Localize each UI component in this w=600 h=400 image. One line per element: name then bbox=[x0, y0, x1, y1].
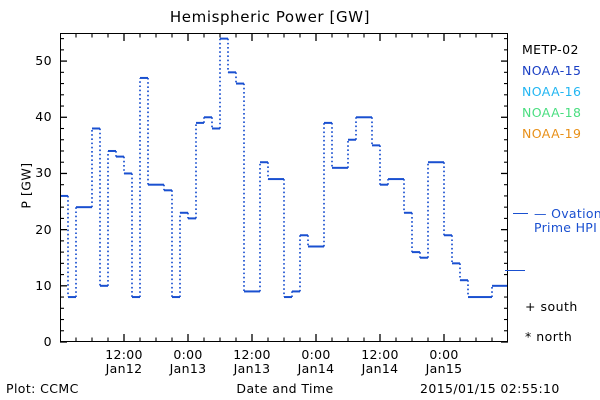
ovation-legend-line2: Prime HPI bbox=[534, 220, 598, 235]
legend-south-symbol: + south bbox=[525, 299, 578, 314]
xtick-date: Jan13 bbox=[169, 360, 207, 376]
xtick-date: Jan15 bbox=[425, 360, 463, 376]
xtick-date: Jan13 bbox=[233, 360, 271, 376]
x-axis-tick-label: 0:00 Jan13 bbox=[148, 348, 228, 375]
ovation-legend-dash-icon bbox=[513, 213, 528, 214]
y-axis-tick-label: 30 bbox=[35, 165, 52, 181]
y-axis-tick-label: 0 bbox=[43, 334, 52, 349]
legend-item-noaa-18: NOAA-18 bbox=[522, 105, 582, 120]
legend-north-symbol: * north bbox=[525, 329, 573, 344]
page-title: Hemispheric Power [GW] bbox=[169, 8, 371, 26]
y-axis-tick-label: 10 bbox=[35, 277, 52, 293]
xtick-time: 0:00 bbox=[429, 347, 459, 362]
legend-item-metp-02: METP-02 bbox=[522, 42, 579, 57]
plot-credit: Plot: CCMC bbox=[6, 381, 79, 396]
xtick-time: 12:00 bbox=[233, 347, 271, 362]
legend-item-noaa-19: NOAA-19 bbox=[522, 126, 582, 141]
xtick-time: 0:00 bbox=[301, 347, 331, 362]
x-axis-tick-label: 0:00 Jan15 bbox=[404, 348, 484, 375]
x-axis-tick-label: 12:00 Jan12 bbox=[84, 348, 164, 375]
x-axis-tick-label: 0:00 Jan14 bbox=[276, 348, 356, 375]
xtick-time: 12:00 bbox=[105, 347, 143, 362]
xtick-date: Jan14 bbox=[361, 360, 399, 376]
legend-item-noaa-15: NOAA-15 bbox=[522, 63, 582, 78]
plot-timestamp: 2015/01/15 02:55:10 bbox=[420, 381, 560, 396]
xtick-date: Jan12 bbox=[105, 360, 143, 376]
y-axis-tick-label: 50 bbox=[35, 53, 52, 69]
x-axis-tick-label: 12:00 Jan14 bbox=[340, 348, 420, 375]
y-axis-tick-label: 20 bbox=[35, 221, 52, 237]
y-axis-tick-label: 40 bbox=[35, 109, 52, 125]
x-axis-tick-label: 12:00 Jan13 bbox=[212, 348, 292, 375]
ovation-legend-line1: — Ovation bbox=[534, 206, 600, 221]
xtick-time: 12:00 bbox=[361, 347, 399, 362]
ovation-tail-marker-icon bbox=[505, 270, 525, 271]
legend-item-noaa-16: NOAA-16 bbox=[522, 84, 582, 99]
x-axis-label: Date and Time bbox=[236, 381, 334, 396]
xtick-time: 0:00 bbox=[173, 347, 203, 362]
ovation-legend-label: — Ovation Prime HPI bbox=[534, 207, 600, 235]
xtick-date: Jan14 bbox=[297, 360, 335, 376]
